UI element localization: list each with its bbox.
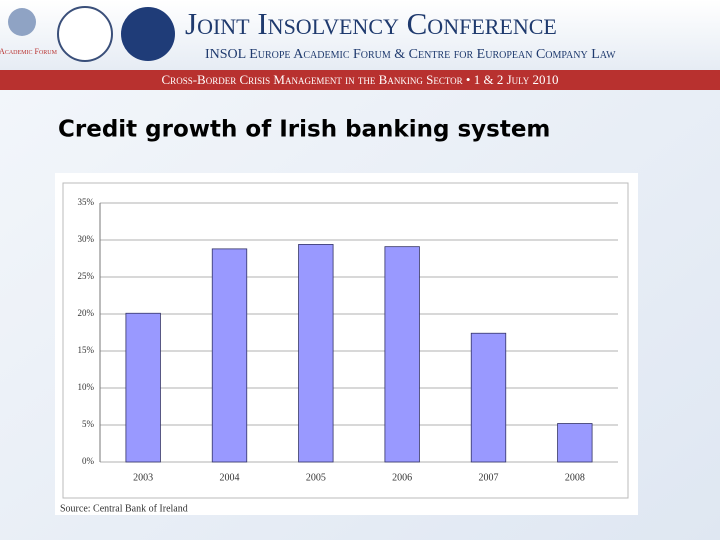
- y-tick-label: 20%: [78, 308, 95, 318]
- bar: [125, 312, 161, 463]
- logo-icon: [8, 8, 36, 36]
- insol-logo: [57, 6, 113, 62]
- slide-title: Credit growth of Irish banking system: [58, 117, 550, 143]
- bar: [470, 332, 507, 463]
- logo-text: Academic Forum: [0, 47, 58, 56]
- bar: [384, 246, 420, 463]
- bar: [211, 248, 248, 463]
- y-tick-label: 15%: [78, 345, 95, 355]
- bar: [298, 244, 334, 463]
- x-tick-label: 2006: [392, 472, 412, 483]
- x-tick-label: 2005: [306, 472, 326, 483]
- header-subtitle: INSOL Europe Academic Forum & Centre for…: [205, 47, 616, 62]
- y-tick-label: 5%: [82, 419, 95, 429]
- source: Source: Central Bank of Ireland: [60, 503, 188, 514]
- x-tick-label: 2008: [565, 472, 585, 483]
- x-tick-label: 2003: [133, 472, 153, 483]
- y-tick-label: 0%: [82, 456, 95, 466]
- header-title: Joint Insolvency Conference: [185, 6, 557, 41]
- header-band: [0, 0, 720, 70]
- cecl-logo: [121, 7, 175, 61]
- banner-text: Cross-Border Crisis Management in the Ba…: [162, 72, 559, 87]
- banner-band: [0, 70, 720, 90]
- y-tick-label: 10%: [78, 382, 95, 392]
- y-tick-label: 35%: [78, 197, 95, 207]
- plot: 0% 5% 10% 15% 20% 25% 30% 35% 2003 2004 2005 2006 20…: [78, 197, 618, 483]
- chart-frame: [62, 182, 629, 499]
- x-tick-label: 2007: [479, 472, 499, 483]
- y-tick-label: 25%: [78, 271, 95, 281]
- bar: [557, 423, 593, 463]
- y-tick-label: 30%: [78, 234, 95, 244]
- x-tick-label: 2004: [220, 472, 240, 483]
